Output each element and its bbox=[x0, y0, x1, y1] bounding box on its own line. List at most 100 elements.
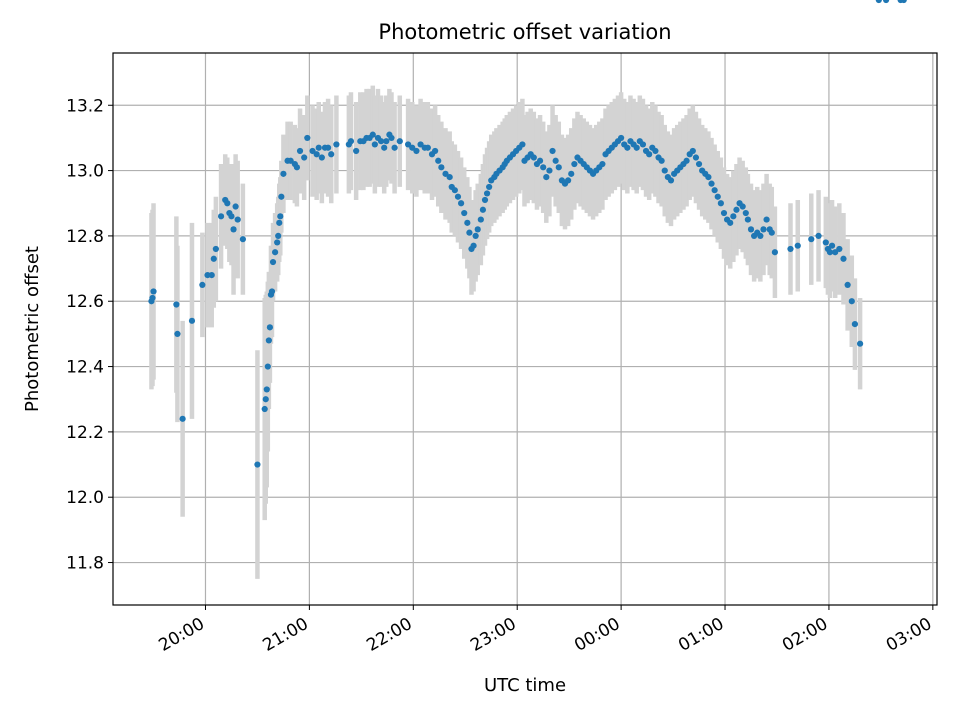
data-point bbox=[371, 141, 378, 148]
data-point bbox=[265, 337, 272, 344]
data-point bbox=[438, 164, 445, 171]
data-point bbox=[683, 157, 690, 164]
data-point bbox=[451, 187, 458, 194]
data-point bbox=[442, 170, 449, 177]
data-point bbox=[546, 167, 553, 174]
data-point bbox=[708, 180, 715, 187]
data-point bbox=[851, 321, 859, 328]
data-point bbox=[555, 164, 562, 171]
data-point bbox=[405, 141, 412, 148]
data-point bbox=[808, 236, 815, 243]
data-point bbox=[280, 170, 287, 177]
data-point bbox=[383, 138, 390, 145]
data-point bbox=[900, 0, 907, 4]
data-point bbox=[266, 324, 274, 331]
y-tick-label: 11.8 bbox=[66, 554, 104, 574]
x-axis-label: UTC time bbox=[484, 675, 566, 696]
data-point bbox=[328, 151, 335, 158]
data-point bbox=[794, 242, 801, 249]
data-point bbox=[264, 363, 271, 370]
data-point bbox=[828, 242, 836, 249]
data-point bbox=[875, 0, 882, 4]
y-tick-label: 13.2 bbox=[66, 96, 104, 116]
data-point bbox=[269, 258, 277, 266]
data-point bbox=[714, 193, 721, 200]
data-point bbox=[391, 144, 398, 151]
data-point bbox=[254, 461, 261, 468]
data-point bbox=[224, 200, 231, 207]
data-point bbox=[396, 138, 403, 145]
data-point bbox=[474, 226, 481, 233]
data-point bbox=[188, 317, 196, 324]
data-point bbox=[296, 147, 304, 155]
data-point bbox=[477, 216, 484, 223]
data-point bbox=[150, 288, 157, 295]
data-point bbox=[212, 245, 219, 253]
data-point bbox=[826, 249, 834, 256]
y-tick-label: 12.4 bbox=[66, 358, 104, 378]
data-point bbox=[618, 134, 625, 142]
data-point bbox=[639, 141, 647, 148]
data-point bbox=[304, 134, 311, 142]
data-point bbox=[417, 141, 424, 148]
data-point bbox=[483, 190, 491, 197]
data-point bbox=[464, 219, 471, 226]
data-point bbox=[262, 396, 269, 403]
data-point bbox=[711, 187, 718, 194]
data-point bbox=[652, 147, 659, 155]
data-point bbox=[446, 174, 453, 181]
data-point bbox=[179, 415, 186, 422]
y-tick-label: 12.6 bbox=[66, 292, 104, 312]
data-point bbox=[287, 157, 294, 164]
data-point bbox=[568, 170, 575, 177]
data-point bbox=[739, 203, 746, 210]
data-points bbox=[148, 0, 907, 468]
data-point bbox=[633, 144, 640, 151]
data-point bbox=[276, 219, 283, 226]
data-point bbox=[832, 249, 839, 256]
data-point bbox=[230, 226, 237, 233]
data-point bbox=[173, 301, 180, 308]
data-point bbox=[689, 147, 696, 155]
data-point bbox=[313, 151, 320, 158]
data-point bbox=[388, 134, 395, 142]
data-point bbox=[274, 239, 281, 246]
data-point bbox=[624, 144, 631, 151]
data-point bbox=[658, 157, 665, 164]
data-point bbox=[324, 144, 332, 151]
data-point bbox=[661, 167, 668, 174]
data-point bbox=[239, 236, 246, 243]
y-axis-ticks: 11.8 12.0 12.2 12.4 12.6 12.8 13.0 13.2 bbox=[66, 96, 113, 574]
data-point bbox=[565, 177, 572, 184]
data-point bbox=[730, 213, 737, 220]
data-point bbox=[733, 206, 740, 213]
data-point bbox=[848, 298, 855, 305]
data-point bbox=[667, 177, 675, 184]
data-point bbox=[149, 294, 156, 302]
data-point bbox=[481, 196, 489, 204]
data-point bbox=[318, 154, 325, 161]
data-point bbox=[261, 405, 268, 413]
data-point bbox=[333, 141, 340, 148]
data-point bbox=[278, 193, 285, 200]
plot-frame bbox=[112, 52, 938, 606]
data-point bbox=[208, 272, 215, 279]
data-point bbox=[599, 160, 606, 168]
data-point bbox=[571, 160, 578, 168]
data-point bbox=[432, 147, 439, 155]
data-point bbox=[844, 281, 851, 289]
data-point bbox=[472, 232, 479, 240]
data-point bbox=[747, 226, 755, 233]
data-point bbox=[369, 131, 376, 138]
data-point bbox=[815, 232, 822, 240]
data-point bbox=[757, 232, 764, 240]
data-point bbox=[695, 160, 703, 168]
data-point bbox=[717, 200, 724, 207]
data-point bbox=[217, 213, 225, 220]
data-point bbox=[744, 216, 751, 223]
data-point bbox=[742, 209, 749, 217]
data-point bbox=[228, 213, 235, 220]
data-point bbox=[232, 203, 239, 210]
data-point bbox=[461, 209, 468, 217]
